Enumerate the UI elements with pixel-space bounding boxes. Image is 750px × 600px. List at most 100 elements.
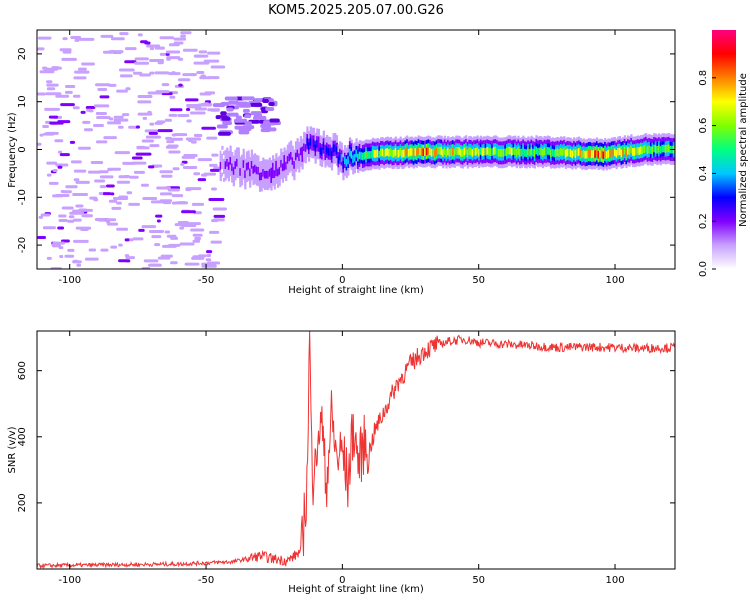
- spectrogram-ridge-cell: [586, 150, 589, 159]
- spectrogram-ridge-cell: [424, 148, 427, 156]
- spectrogram-ridge-cell: [321, 147, 324, 156]
- spectrogram-noise-blob: [168, 150, 181, 154]
- spectrogram-noise-blob: [70, 160, 82, 164]
- spectrogram-ridge-cell: [484, 147, 487, 156]
- spectrogram-noise-blob: [90, 161, 104, 165]
- spectrogram-ridge-cell: [463, 147, 466, 156]
- spectrogram-ylabel: Frequency (Hz): [7, 112, 18, 188]
- spectrogram-noise-blob: [59, 48, 72, 52]
- spectrogram-noise-blob: [148, 230, 165, 234]
- spectrogram-ridge-cell: [376, 149, 379, 158]
- spectrogram-ridge-cell: [363, 152, 366, 160]
- spectrogram-blob: [249, 102, 263, 107]
- spectrogram-noise-blob: [114, 50, 124, 54]
- spectrogram-ridge-cell: [288, 153, 291, 162]
- colorbar-tick-label: 0.0: [698, 261, 709, 277]
- spectrogram-noise-blob: [72, 259, 79, 263]
- spectrogram-ridge-cell: [469, 147, 473, 156]
- spectrogram-ridge-cell: [224, 161, 227, 169]
- spectrogram-noise-blob: [179, 226, 185, 230]
- spectrogram-noise-blob: [159, 46, 164, 50]
- spectrogram-noise-blob: [156, 186, 171, 190]
- spectrogram-ridge-cell: [314, 144, 317, 153]
- spectrogram-noise-blob: [46, 87, 56, 91]
- spectrogram-noise-blob: [116, 89, 128, 93]
- spectrogram-noise-blob: [102, 192, 112, 196]
- spectrogram-noise-blob: [62, 50, 72, 54]
- spectrogram-ridge-cell: [275, 164, 278, 173]
- spectrogram-ridge-cell: [391, 149, 394, 158]
- spectrogram-noise-blob: [82, 120, 91, 124]
- spectrogram-noise-blob: [169, 95, 176, 99]
- spectrogram-ridge-cell: [306, 137, 309, 146]
- spectrogram-ridge-cell: [479, 147, 482, 155]
- spectrogram-noise-blob: [207, 51, 221, 55]
- spectrogram-ridge-cell: [461, 149, 464, 158]
- spectrogram-blob: [244, 121, 253, 126]
- spectrogram-ridge-cell: [420, 148, 424, 156]
- spectrogram-noise-blob: [70, 35, 82, 39]
- spectrogram-blob: [265, 107, 275, 112]
- spectrogram-ridge-cell: [231, 163, 234, 172]
- spectrogram-noise-blob: [106, 220, 111, 224]
- spectrogram-ridge-cell: [486, 147, 489, 155]
- spectrogram-noise-blob: [45, 92, 62, 96]
- spectrogram-ridge-cell: [610, 149, 613, 157]
- spectrogram-noise-blob: [168, 43, 180, 47]
- spectrogram-ridge-cell: [438, 146, 442, 155]
- spectrogram-ridge-cell: [304, 144, 307, 152]
- spectrogram-ridge-cell: [582, 149, 586, 158]
- spectrogram-noise-blob: [99, 95, 110, 99]
- spectrogram-blob: [221, 116, 231, 121]
- spectrogram-ridge-cell: [625, 148, 628, 157]
- spectrogram-ridge-cell: [658, 144, 661, 153]
- spectrogram-noise-blob: [174, 201, 189, 205]
- spectrogram-blob: [242, 108, 250, 113]
- spectrogram-noise-blob: [167, 188, 180, 192]
- spectrogram-noise-blob: [182, 48, 198, 52]
- spectrogram-ridge-cell: [496, 147, 499, 156]
- spectrogram-noise-blob: [48, 115, 59, 119]
- spectrogram-noise-blob: [179, 242, 195, 246]
- spectrogram-noise-blob: [148, 165, 155, 169]
- spectrogram-noise-blob: [124, 238, 130, 242]
- spectrogram-ridge-cell: [381, 148, 384, 157]
- spectrogram-y-ticks: -20 -10 0 10 20: [17, 48, 675, 253]
- spectrogram-ridge-cell: [442, 149, 445, 157]
- spectrogram-ridge-cell: [401, 149, 404, 158]
- spectrogram-ridge-cell: [396, 150, 399, 158]
- spectrogram-noise-blob: [99, 185, 107, 189]
- spectrogram-ridge-cell: [627, 146, 630, 155]
- spectrogram-noise-blob: [99, 175, 114, 179]
- spectrogram-noise-blob: [75, 204, 84, 208]
- spectrogram-ridge-cell: [285, 161, 288, 170]
- spectrogram-noise-blob: [42, 226, 56, 230]
- spectrogram-ridge-cell: [649, 146, 653, 154]
- spectrogram-ridge-cell: [667, 144, 671, 153]
- spectrogram-noise-blob: [72, 193, 89, 197]
- spectrogram-ridge-cell: [299, 147, 303, 156]
- spectrogram-noise-blob: [84, 257, 99, 261]
- spectrogram-noise-blob: [83, 128, 93, 132]
- spectrogram-noise-blob: [58, 219, 68, 223]
- spectrogram-ridge-cell: [584, 151, 587, 159]
- spectrogram-ridge-cell: [574, 150, 577, 158]
- spectrogram-ridge-cell: [573, 148, 576, 157]
- spectrogram-noise-blob: [197, 158, 213, 162]
- spectrogram-ridge-cell: [249, 168, 252, 177]
- spectrogram-ridge-cell: [465, 146, 468, 155]
- spectrogram-blob: [218, 131, 231, 136]
- spectrogram-noise-blob: [54, 139, 64, 143]
- spectrogram-noise-blob: [144, 129, 158, 133]
- spectrogram-ridge-cell: [569, 149, 572, 157]
- spectrogram-ridge-cell: [348, 148, 352, 157]
- spectrogram-noise-blob: [125, 87, 131, 91]
- spectrogram-noise-blob: [46, 256, 52, 260]
- spectrogram-noise-blob: [113, 115, 124, 119]
- colorbar-scale: [712, 30, 736, 269]
- spectrogram-noise-blob: [87, 170, 102, 174]
- spectrogram-ridge-cell: [281, 163, 285, 172]
- spectrogram-ridge-cell: [296, 149, 299, 158]
- spectrogram-ridge-cell: [505, 148, 509, 156]
- spectrogram-ridge-cell: [635, 147, 638, 156]
